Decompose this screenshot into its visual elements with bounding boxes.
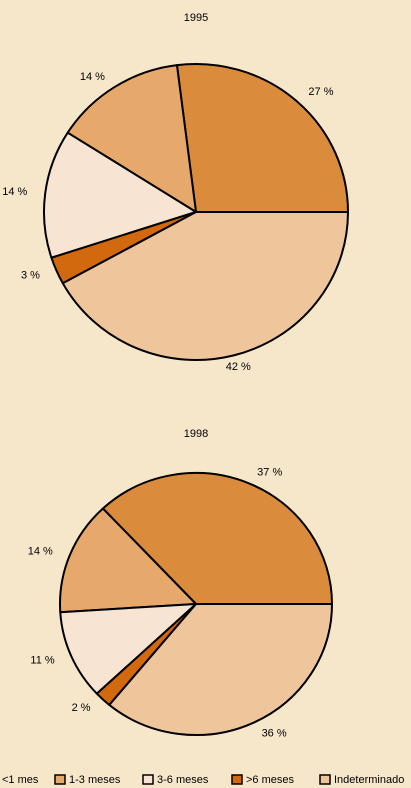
legend-label: <1 mes <box>2 774 39 786</box>
data-label: 14 % <box>28 545 53 557</box>
pie-slice <box>59 507 197 614</box>
legend-label: 1-3 meses <box>69 774 121 786</box>
pie-slice <box>61 211 349 361</box>
pie-slice <box>43 131 197 259</box>
legend-swatch <box>319 774 331 785</box>
data-label: 14 % <box>2 186 27 198</box>
pie-slice <box>175 63 349 213</box>
data-label: 36 % <box>262 727 287 739</box>
legend-swatch <box>142 774 154 785</box>
legend-label: >6 meses <box>246 774 294 786</box>
data-label: 14 % <box>80 71 105 83</box>
legend-swatch <box>231 774 243 785</box>
chart-title: 1995 <box>184 12 208 24</box>
data-label: 3 % <box>21 269 40 281</box>
pie-slice <box>101 472 333 605</box>
data-label: 11 % <box>30 655 54 667</box>
data-label: 27 % <box>308 86 333 98</box>
legend-label: Indeterminado <box>334 774 404 786</box>
pie-slice <box>59 603 197 695</box>
data-label: 2 % <box>72 702 91 714</box>
pie-slice <box>108 603 333 736</box>
pie-slice <box>66 64 197 213</box>
legend-label: 3-6 meses <box>157 774 209 786</box>
data-label: 42 % <box>226 361 251 373</box>
legend-swatch <box>54 774 66 785</box>
chart-title: 1998 <box>184 428 208 440</box>
data-label: 37 % <box>257 467 282 479</box>
